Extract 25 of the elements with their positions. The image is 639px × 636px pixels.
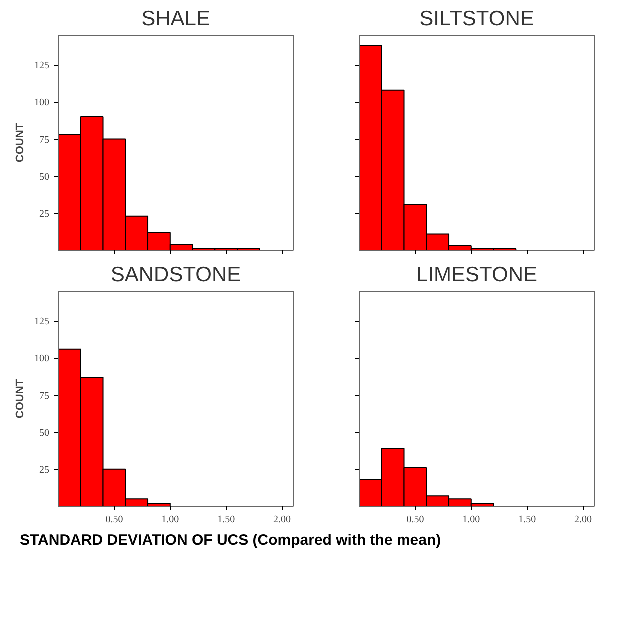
chart-title: SILTSTONE xyxy=(420,8,534,30)
x-axis-title: STANDARD DEVIATION OF UCS (Compared with the mean) xyxy=(20,531,442,551)
y-tick-label: 125 xyxy=(34,60,50,72)
x-tick-label: 0.50 xyxy=(406,514,424,526)
y-tick-label: 50 xyxy=(40,428,50,439)
x-tick-label: 0.50 xyxy=(106,514,124,526)
y-tick-label: 125 xyxy=(34,316,50,328)
y-tick-label: 50 xyxy=(40,172,50,183)
x-tick-label: 1.50 xyxy=(518,514,536,526)
chart-title: LIMESTONE xyxy=(416,264,538,286)
chart-title: SANDSTONE xyxy=(110,264,242,286)
y-tick-label: 25 xyxy=(40,464,50,476)
y-tick-label: 100 xyxy=(34,354,50,365)
y-axis-title: COUNT xyxy=(14,123,26,163)
x-tick-label: 1.00 xyxy=(462,514,480,526)
y-axis-title: COUNT xyxy=(14,379,26,419)
chart-title: SHALE xyxy=(142,8,210,30)
x-tick-label: 2.00 xyxy=(574,514,592,526)
x-tick-label: 1.00 xyxy=(162,514,180,526)
y-tick-label: 100 xyxy=(34,98,50,109)
y-tick-label: 75 xyxy=(40,134,50,146)
y-tick-label: 25 xyxy=(40,208,50,220)
x-tick-label: 2.00 xyxy=(274,514,292,526)
y-tick-label: 75 xyxy=(40,390,50,402)
x-tick-label: 1.50 xyxy=(218,514,236,526)
